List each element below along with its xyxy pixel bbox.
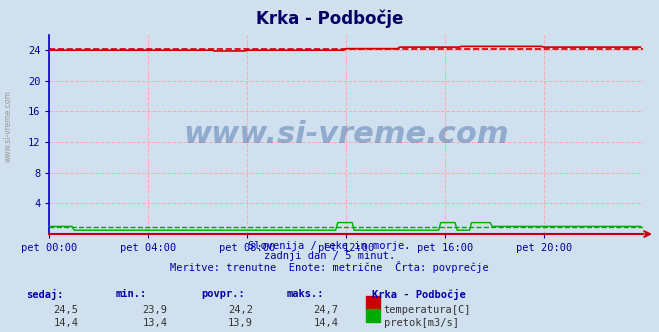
Text: maks.:: maks.: <box>287 289 324 299</box>
Text: 14,4: 14,4 <box>53 318 78 328</box>
Text: zadnji dan / 5 minut.: zadnji dan / 5 minut. <box>264 251 395 261</box>
Text: 24,5: 24,5 <box>53 305 78 315</box>
Text: sedaj:: sedaj: <box>26 289 64 300</box>
Text: Meritve: trenutne  Enote: metrične  Črta: povprečje: Meritve: trenutne Enote: metrične Črta: … <box>170 261 489 273</box>
Text: min.:: min.: <box>115 289 146 299</box>
Text: Krka - Podbočje: Krka - Podbočje <box>256 10 403 29</box>
Text: Slovenija / reke in morje.: Slovenija / reke in morje. <box>248 241 411 251</box>
Text: www.si-vreme.com: www.si-vreme.com <box>183 120 509 149</box>
Text: 23,9: 23,9 <box>142 305 167 315</box>
Text: 14,4: 14,4 <box>314 318 339 328</box>
Text: 24,7: 24,7 <box>314 305 339 315</box>
Text: 13,9: 13,9 <box>228 318 253 328</box>
Text: povpr.:: povpr.: <box>201 289 244 299</box>
Text: 24,2: 24,2 <box>228 305 253 315</box>
Text: Krka - Podbočje: Krka - Podbočje <box>372 289 466 300</box>
Text: www.si-vreme.com: www.si-vreme.com <box>3 90 13 162</box>
Text: pretok[m3/s]: pretok[m3/s] <box>384 318 459 328</box>
Text: temperatura[C]: temperatura[C] <box>384 305 471 315</box>
Text: 13,4: 13,4 <box>142 318 167 328</box>
